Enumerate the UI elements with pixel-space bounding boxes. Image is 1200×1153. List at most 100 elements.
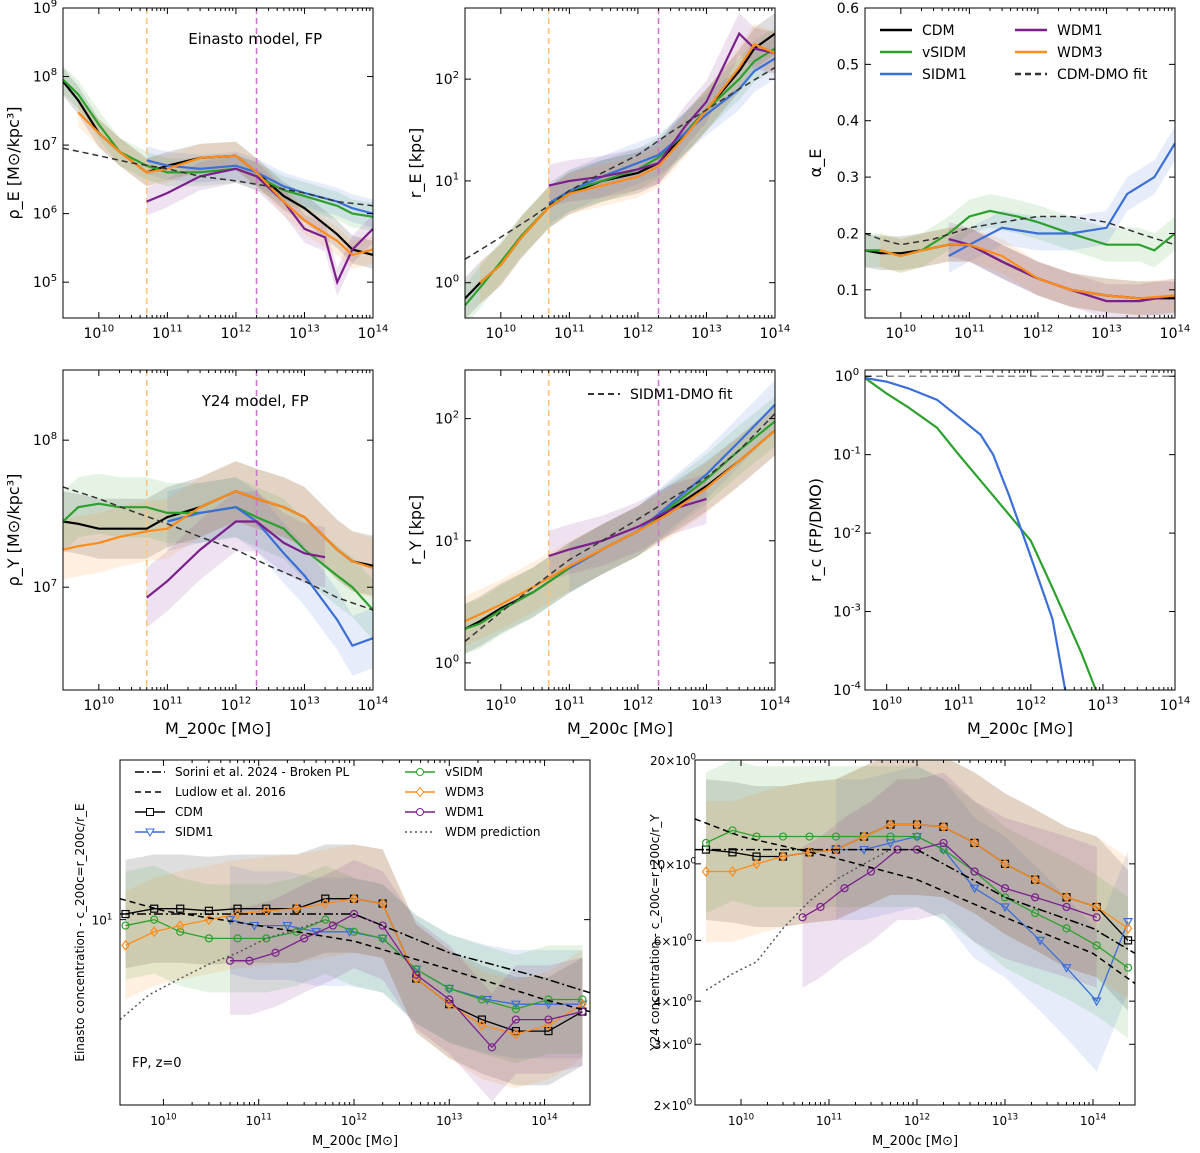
xtick-label: 1013 (289, 324, 320, 342)
point-WDM3 (939, 821, 948, 833)
band-vSIDM (63, 473, 373, 640)
point-WDM1 (1000, 884, 1010, 893)
legend-label-WDM1: WDM1 (1057, 23, 1103, 39)
xtick-label: 1014 (1160, 324, 1191, 342)
panel-cY: 1010 1011 1012 1013 1014 2×100 3×100 4×100 6×100… (648, 753, 1136, 1149)
series-WDM prediction (705, 848, 891, 991)
series-WDM3 (479, 42, 775, 284)
xtick-label: 1010 (871, 696, 902, 714)
point-WDM1 (412, 970, 421, 979)
series-WDM3 (125, 898, 583, 1035)
point-WDM1 (378, 921, 387, 930)
legend-label-CDM-DMO fit: CDM-DMO fit (1057, 67, 1148, 83)
point-CDM (150, 904, 159, 913)
point-WDM3 (912, 819, 922, 831)
xtick-label: 1013 (1088, 696, 1119, 714)
xtick-label: 1011 (943, 696, 974, 714)
point-SIDM1 (1122, 918, 1134, 927)
point-SIDM1 (510, 1000, 521, 1010)
point-SIDM1 (1091, 997, 1102, 1007)
ytick-label: 108 (33, 67, 57, 85)
ytick-label: 107 (33, 136, 57, 154)
ytick-label: 10-3 (833, 602, 861, 620)
point-vSIDM (150, 915, 159, 924)
series-vSIDM (63, 78, 373, 218)
band-WDM3 (78, 98, 373, 269)
legend-label-WDM1: WDM1 (445, 805, 484, 819)
band-WDM1 (230, 859, 583, 1102)
point-SIDM1 (577, 1000, 588, 1010)
ylabel: ρ_E [M⊙/kpc³] (4, 106, 24, 219)
axes-frame (864, 7, 1176, 319)
legend-label-vSIDM: vSIDM (922, 45, 966, 61)
ytick-label: 3×100 (654, 1037, 692, 1052)
legend-label-WDM prediction: WDM prediction (445, 825, 540, 839)
annotation: Einasto model, FP (188, 30, 322, 48)
axes-frame (119, 759, 591, 1106)
xtick-label: 1013 (1091, 324, 1122, 342)
point-WDM3 (886, 819, 895, 831)
xtick-label: 1014 (1160, 696, 1191, 714)
band-vSIDM (865, 194, 1175, 273)
legend-marker (145, 828, 155, 838)
xtick-label: 1012 (1023, 324, 1054, 342)
point-vSIDM (121, 921, 130, 930)
point-WDM3 (349, 893, 359, 905)
series-Ludlow et al. 2016 (695, 818, 1135, 985)
series-WDM1 (802, 842, 1097, 918)
band-SIDM1 (146, 146, 373, 228)
band-SIDM1 (948, 126, 1175, 273)
band-WDM1 (802, 772, 1097, 988)
legend-label-WDM3: WDM3 (445, 785, 484, 799)
point-WDM1 (816, 902, 825, 912)
point-vSIDM (1092, 941, 1101, 950)
point-WDM3 (321, 898, 330, 910)
xtick-label: 1013 (436, 1113, 462, 1128)
series-WDM1 (230, 913, 583, 1049)
point-vSIDM (511, 1004, 520, 1014)
point-WDM3 (1123, 922, 1133, 934)
band-WDM3 (480, 23, 775, 304)
ytick-label: 0.5 (837, 57, 859, 73)
xtick-label: 1014 (760, 324, 791, 342)
ytick-label: 10×100 (650, 856, 696, 871)
point-WDM1 (245, 956, 254, 965)
point-WDM1 (970, 867, 979, 876)
point-WDM1 (1092, 913, 1101, 922)
annotation: Y24 model, FP (201, 392, 309, 410)
ylabel: r_E [kpc] (406, 128, 426, 198)
point-WDM3 (1000, 858, 1010, 870)
axes-frame (464, 7, 776, 319)
plot-area (63, 370, 373, 690)
point-WDM1 (798, 913, 807, 922)
ytick-label: 0.4 (837, 114, 859, 130)
band-WDM3 (63, 461, 373, 599)
legend-marker (146, 808, 154, 816)
xtick-label: 1011 (152, 696, 183, 714)
axes-frame (694, 759, 1136, 1106)
point-WDM1 (939, 838, 948, 848)
ytick-label: 0.3 (837, 170, 859, 186)
legend-marker (416, 808, 424, 816)
axes-frame (62, 369, 374, 691)
point-vSIDM (378, 934, 387, 943)
xtick-label: 1012 (341, 1113, 367, 1128)
point-WDM3 (544, 1019, 553, 1031)
series-CDM (125, 898, 583, 1032)
panel-alphaE: 1010 1011 1012 1013 1014 0.1 0.2 0.3 0.4 0.5 0.6 α_… (806, 1, 1190, 342)
xtick-label: 1013 (289, 696, 320, 714)
point-WDM1 (300, 934, 309, 943)
xtick-label: 1010 (486, 324, 517, 342)
ylabel: r_c (FP/DMO) (806, 478, 826, 582)
point-WDM3 (378, 898, 387, 910)
point-WDM3 (175, 920, 185, 932)
point-SIDM1 (1034, 936, 1046, 946)
ytick-label: 10-1 (833, 445, 861, 463)
point-WDM1 (271, 948, 280, 957)
band-WDM1 (146, 491, 326, 628)
point-WDM3 (1092, 901, 1101, 913)
ytick-label: 102 (435, 70, 459, 88)
xtick-label: 1012 (623, 324, 654, 342)
ytick-label: 101 (435, 172, 459, 190)
series-SIDM1 (146, 159, 373, 215)
